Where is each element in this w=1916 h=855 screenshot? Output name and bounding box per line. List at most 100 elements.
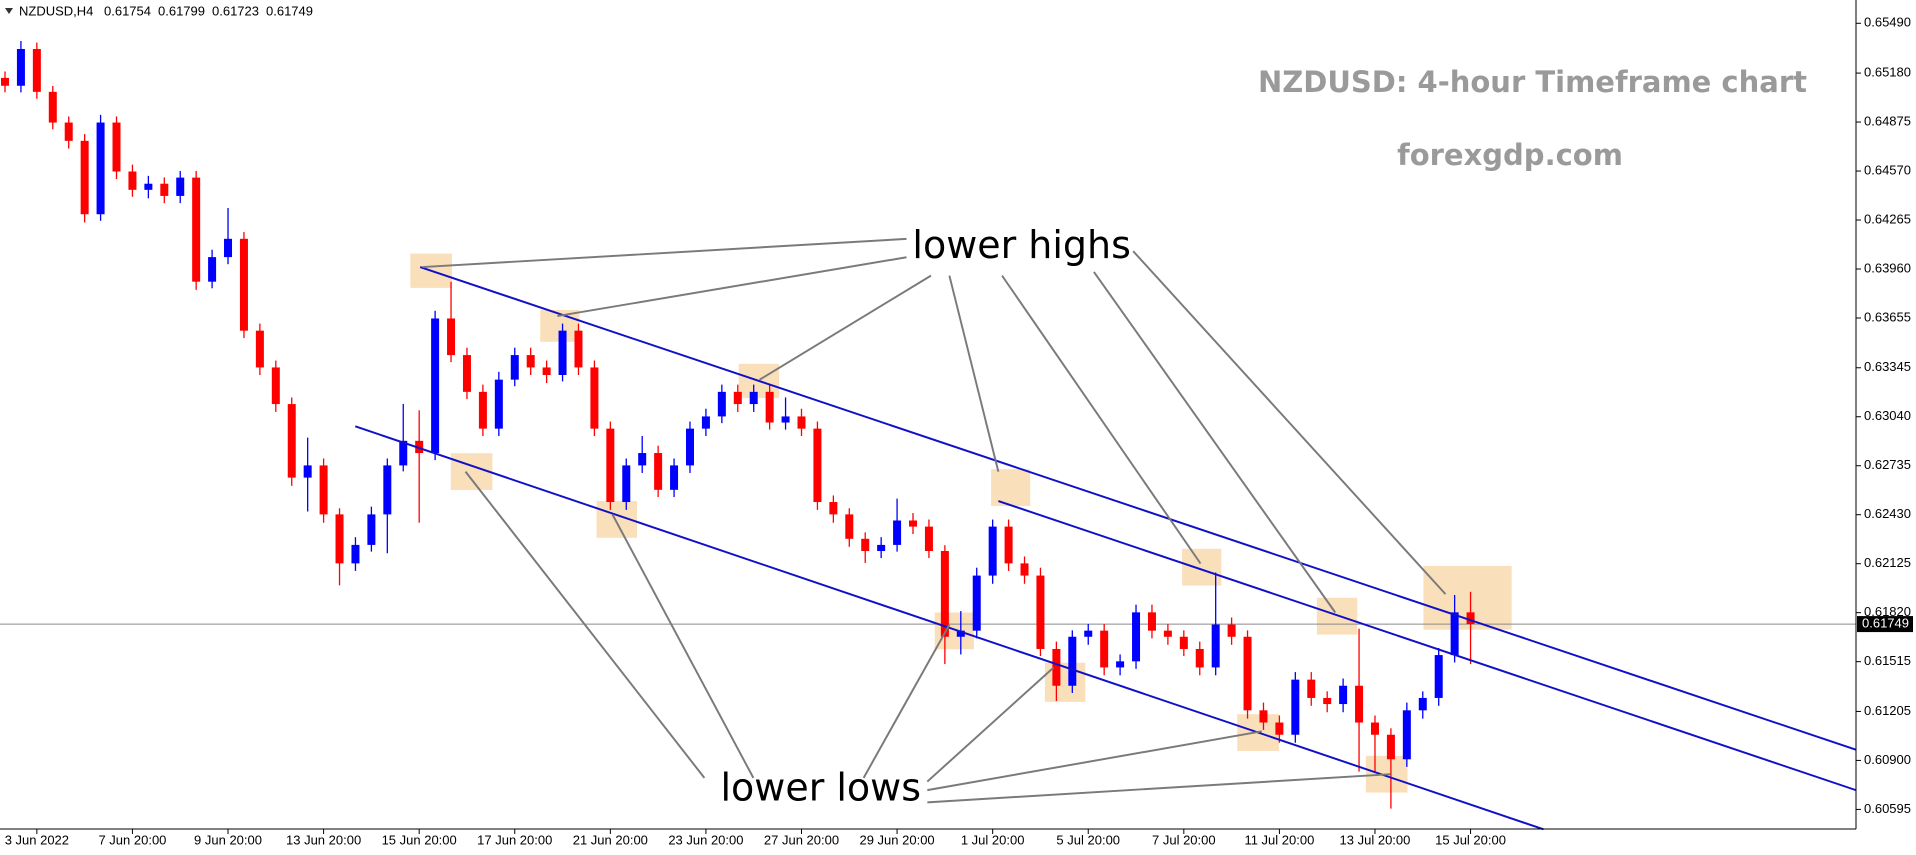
connector-line bbox=[1093, 271, 1337, 614]
x-tick-label: 23 Jun 20:00 bbox=[668, 832, 743, 847]
y-tick-label: 0.63345 bbox=[1864, 359, 1911, 374]
annotation: lower highs bbox=[912, 223, 1130, 267]
candle-body bbox=[399, 440, 408, 466]
candle-body bbox=[1339, 685, 1348, 705]
x-tick-label: 5 Jul 20:00 bbox=[1056, 832, 1120, 847]
candle-body bbox=[1307, 679, 1316, 698]
candle-body bbox=[590, 367, 599, 429]
candle-body bbox=[606, 428, 615, 503]
candle-body bbox=[1323, 697, 1332, 705]
y-tick-label: 0.64570 bbox=[1864, 162, 1911, 177]
candle-body bbox=[1466, 612, 1475, 625]
candle-body bbox=[112, 122, 121, 172]
highlight-box bbox=[1182, 548, 1222, 586]
y-tick-label: 0.62430 bbox=[1864, 506, 1911, 521]
candle-body bbox=[1036, 575, 1045, 649]
candle-body bbox=[1434, 655, 1443, 698]
plot-area bbox=[0, 40, 1856, 809]
connector-line bbox=[557, 256, 907, 318]
x-tick-label: 15 Jul 20:00 bbox=[1435, 832, 1506, 847]
candle-body bbox=[574, 330, 583, 368]
candle-body bbox=[765, 391, 774, 423]
current-price-label: 0.61749 bbox=[1862, 616, 1909, 631]
y-tick-label: 0.61515 bbox=[1864, 653, 1911, 668]
candle-body bbox=[940, 551, 949, 637]
candle-body bbox=[877, 544, 886, 552]
candle-body bbox=[685, 428, 694, 466]
x-tick-label: 11 Jul 20:00 bbox=[1244, 832, 1314, 847]
candle-body bbox=[1355, 685, 1364, 723]
candle-body bbox=[749, 391, 758, 405]
candle-body bbox=[494, 379, 503, 429]
x-tick-label: 13 Jun 20:00 bbox=[286, 832, 361, 847]
candle-body bbox=[1179, 636, 1188, 649]
x-tick-label: 7 Jun 20:00 bbox=[98, 832, 166, 847]
candle-body bbox=[176, 177, 185, 196]
y-tick-label: 0.62125 bbox=[1864, 555, 1911, 570]
header-price: 0.61754 bbox=[104, 3, 151, 18]
x-tick-label: 15 Jun 20:00 bbox=[382, 832, 457, 847]
annotation: lower lows bbox=[721, 766, 922, 810]
candle-body bbox=[988, 526, 997, 576]
candle-body bbox=[1291, 679, 1300, 735]
channel-line bbox=[419, 266, 1857, 751]
candle-body bbox=[319, 465, 328, 515]
candle-body bbox=[654, 453, 663, 490]
y-tick-label: 0.60900 bbox=[1864, 752, 1911, 767]
candle-body bbox=[415, 440, 424, 454]
candle-body bbox=[144, 183, 153, 190]
menu-arrow bbox=[5, 8, 13, 14]
candle-body bbox=[956, 630, 965, 637]
analysis-lines: lower highs lower lows bbox=[354, 223, 1857, 831]
candle-body bbox=[781, 416, 790, 423]
candle-body bbox=[32, 48, 41, 92]
candle-body bbox=[1259, 710, 1268, 723]
connector-line bbox=[611, 514, 755, 779]
chart-title: NZDUSD: 4-hour Timeframe chart bbox=[1258, 65, 1807, 99]
y-tick-label: 0.61820 bbox=[1864, 604, 1911, 619]
candle-body bbox=[192, 177, 201, 282]
candle-body bbox=[431, 318, 440, 454]
candle-body bbox=[1084, 630, 1093, 637]
connector-line bbox=[927, 730, 1262, 792]
candle-body bbox=[351, 544, 360, 564]
candle-body bbox=[1243, 636, 1252, 711]
candle-body bbox=[239, 238, 248, 331]
candle-body bbox=[670, 465, 679, 490]
x-tick-label: 17 Jun 20:00 bbox=[477, 832, 552, 847]
y-tick-label: 0.65180 bbox=[1864, 65, 1911, 80]
candle-body bbox=[1211, 624, 1220, 668]
candle-body bbox=[271, 367, 280, 405]
candle-body bbox=[510, 355, 519, 380]
candle-body bbox=[1052, 648, 1061, 686]
connector-line bbox=[948, 275, 1000, 472]
candle-body bbox=[208, 257, 217, 282]
candle-body bbox=[383, 465, 392, 515]
highlight-box bbox=[991, 469, 1031, 506]
candle-body bbox=[1386, 734, 1395, 760]
x-tick-label: 29 Jun 20:00 bbox=[859, 832, 934, 847]
y-tick-label: 0.62735 bbox=[1864, 457, 1911, 472]
candle-body bbox=[447, 318, 456, 356]
x-tick-label: 9 Jun 20:00 bbox=[194, 832, 262, 847]
connector-line bbox=[422, 237, 907, 269]
y-tick-label: 0.63040 bbox=[1864, 408, 1911, 423]
candle-body bbox=[829, 502, 838, 515]
candle-body bbox=[909, 520, 918, 527]
candle-body bbox=[542, 367, 551, 375]
y-tick-label: 0.64875 bbox=[1864, 113, 1911, 128]
candle-body bbox=[287, 404, 296, 478]
candle-body bbox=[813, 428, 822, 503]
symbol: NZDUSD,H4 bbox=[19, 3, 93, 18]
candle-body bbox=[64, 122, 73, 141]
highlight-box bbox=[450, 453, 493, 490]
candle-body bbox=[701, 416, 710, 429]
candle-body bbox=[1450, 612, 1459, 656]
candle-body bbox=[478, 391, 487, 429]
x-tick-label: 27 Jun 20:00 bbox=[764, 832, 839, 847]
candle-body bbox=[845, 514, 854, 539]
x-tick-label: 3 Jun 2022 bbox=[5, 832, 69, 847]
candle-body bbox=[1004, 526, 1013, 564]
